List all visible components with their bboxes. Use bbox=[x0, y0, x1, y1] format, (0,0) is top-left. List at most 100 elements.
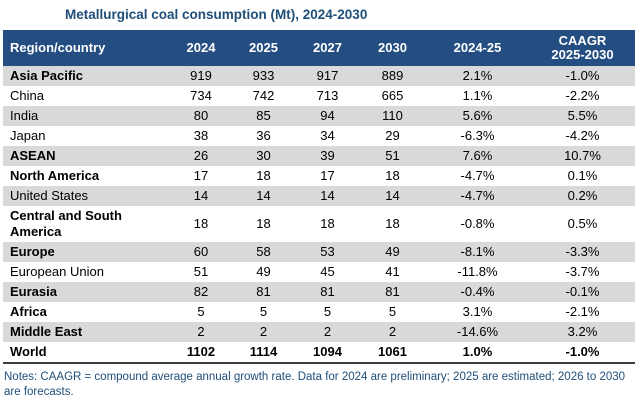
value-cell: 26 bbox=[193, 148, 209, 163]
region-cell: Middle East bbox=[10, 324, 83, 339]
region-cell: China bbox=[10, 88, 44, 103]
table-row: Eurasia 82 81 81 81 -0.4% -0.1% bbox=[3, 282, 635, 302]
value-cell: 5 bbox=[323, 304, 332, 319]
table-row: United States 14 14 14 14 -4.7% 0.2% bbox=[3, 186, 635, 206]
value-cell: -2.1% bbox=[565, 304, 600, 319]
table-row: Europe 60 58 53 49 -8.1% -3.3% bbox=[3, 242, 635, 262]
value-cell: 2 bbox=[259, 324, 268, 339]
table-row: European Union 51 49 45 41 -11.8% -3.7% bbox=[3, 262, 635, 282]
value-cell: -14.6% bbox=[456, 324, 499, 339]
value-cell: 742 bbox=[252, 88, 275, 103]
value-cell: 18 bbox=[385, 216, 400, 231]
value-cell: 14 bbox=[193, 188, 209, 203]
region-cell: North America bbox=[10, 168, 100, 183]
table-row: Middle East 2 2 2 2 -14.6% 3.2% bbox=[3, 322, 635, 342]
value-cell: 53 bbox=[320, 244, 335, 259]
value-cell: -2.2% bbox=[565, 88, 600, 103]
value-cell: 38 bbox=[193, 128, 209, 143]
notes-text: Notes: CAAGR = compound average annual g… bbox=[4, 371, 626, 398]
value-cell: 734 bbox=[190, 88, 212, 103]
value-cell: 5.6% bbox=[462, 108, 493, 123]
value-cell: 5 bbox=[197, 304, 205, 319]
value-cell: -3.3% bbox=[565, 244, 600, 259]
header-row: Region/country 2024 2025 2027 2030 2024-… bbox=[3, 30, 635, 66]
value-cell: 3.2% bbox=[567, 324, 598, 339]
table-row: China 734 742 713 665 1.1% -2.2% bbox=[3, 86, 635, 106]
value-cell: 14 bbox=[256, 188, 271, 203]
region-cell: Eurasia bbox=[10, 284, 57, 299]
table-row: India 80 85 94 110 5.6% 5.5% bbox=[3, 106, 635, 126]
value-cell: 85 bbox=[256, 108, 271, 123]
value-cell: 14 bbox=[320, 188, 335, 203]
value-cell: -4.2% bbox=[565, 128, 600, 143]
value-cell: 1.1% bbox=[462, 88, 493, 103]
value-cell: 2 bbox=[323, 324, 332, 339]
value-cell: 1061 bbox=[378, 344, 407, 359]
region-cell: India bbox=[10, 108, 39, 123]
value-cell: 34 bbox=[320, 128, 335, 143]
value-cell: -8.1% bbox=[460, 244, 495, 259]
value-cell: -0.8% bbox=[460, 216, 495, 231]
region-cell: Central and South America bbox=[10, 208, 122, 239]
value-cell: -0.4% bbox=[460, 284, 495, 299]
region-cell: ASEAN bbox=[10, 148, 56, 163]
consumption-table: Region/country 2024 2025 2027 2030 2024-… bbox=[3, 30, 635, 364]
value-cell: 917 bbox=[316, 68, 339, 83]
value-cell: 1102 bbox=[186, 344, 216, 359]
value-cell: 49 bbox=[385, 244, 400, 259]
table-row: World 1102 1114 1094 1061 1.0% -1.0% bbox=[3, 342, 635, 363]
value-cell: 41 bbox=[385, 264, 400, 279]
value-cell: -4.7% bbox=[460, 188, 495, 203]
value-cell: -11.8% bbox=[457, 264, 498, 279]
table-row: North America 17 18 17 18 -4.7% 0.1% bbox=[3, 166, 635, 186]
value-cell: 5 bbox=[259, 304, 268, 319]
value-cell: 30 bbox=[256, 148, 271, 163]
value-cell: -0.1% bbox=[565, 284, 600, 299]
value-cell: -3.7% bbox=[565, 264, 600, 279]
value-cell: 60 bbox=[193, 244, 209, 259]
value-cell: 18 bbox=[193, 216, 209, 231]
value-cell: 39 bbox=[320, 148, 335, 163]
col-header-2024: 2024 bbox=[170, 30, 232, 66]
value-cell: 1114 bbox=[249, 344, 278, 359]
table-row: ASEAN 26 30 39 51 7.6% 10.7% bbox=[3, 146, 635, 166]
table-row: Africa 5 5 5 5 3.1% -2.1% bbox=[3, 302, 635, 322]
region-cell: European Union bbox=[10, 264, 104, 279]
value-cell: 713 bbox=[316, 88, 339, 103]
value-cell: 889 bbox=[381, 68, 404, 83]
value-cell: 82 bbox=[193, 284, 209, 299]
value-cell: 18 bbox=[256, 168, 271, 183]
value-cell: 2.1% bbox=[462, 68, 493, 83]
table-row: Asia Pacific 919 933 917 889 2.1% -1.0% bbox=[3, 66, 635, 86]
value-cell: 110 bbox=[382, 108, 403, 123]
value-cell: 80 bbox=[193, 108, 209, 123]
value-cell: 18 bbox=[385, 168, 400, 183]
value-cell: 665 bbox=[381, 88, 404, 103]
region-cell: United States bbox=[10, 188, 89, 203]
value-cell: 58 bbox=[256, 244, 271, 259]
value-cell: 7.6% bbox=[462, 148, 493, 163]
value-cell: 51 bbox=[385, 148, 400, 163]
region-cell: World bbox=[10, 344, 47, 359]
col-header-2025: 2025 bbox=[232, 30, 295, 66]
table-body: Asia Pacific 919 933 917 889 2.1% -1.0% China 73… bbox=[3, 66, 635, 363]
value-cell: 29 bbox=[385, 128, 400, 143]
col-header-2030: 2030 bbox=[360, 30, 425, 66]
region-cell: Europe bbox=[10, 244, 55, 259]
value-cell: 1094 bbox=[313, 344, 342, 359]
value-cell: 45 bbox=[320, 264, 335, 279]
value-cell: 0.5% bbox=[567, 216, 598, 231]
col-header-caagr: CAAGR 2025-2030 bbox=[530, 30, 635, 66]
value-cell: 0.1% bbox=[567, 168, 598, 183]
value-cell: 5.5% bbox=[567, 108, 598, 123]
value-cell: 1.0% bbox=[462, 344, 493, 359]
value-cell: 18 bbox=[256, 216, 271, 231]
value-cell: 18 bbox=[320, 216, 335, 231]
region-cell: Africa bbox=[10, 304, 47, 319]
value-cell: 10.7% bbox=[564, 148, 601, 163]
value-cell: 81 bbox=[320, 284, 335, 299]
region-cell: Japan bbox=[10, 128, 46, 143]
value-cell: -4.7% bbox=[460, 168, 495, 183]
value-cell: 14 bbox=[385, 188, 400, 203]
